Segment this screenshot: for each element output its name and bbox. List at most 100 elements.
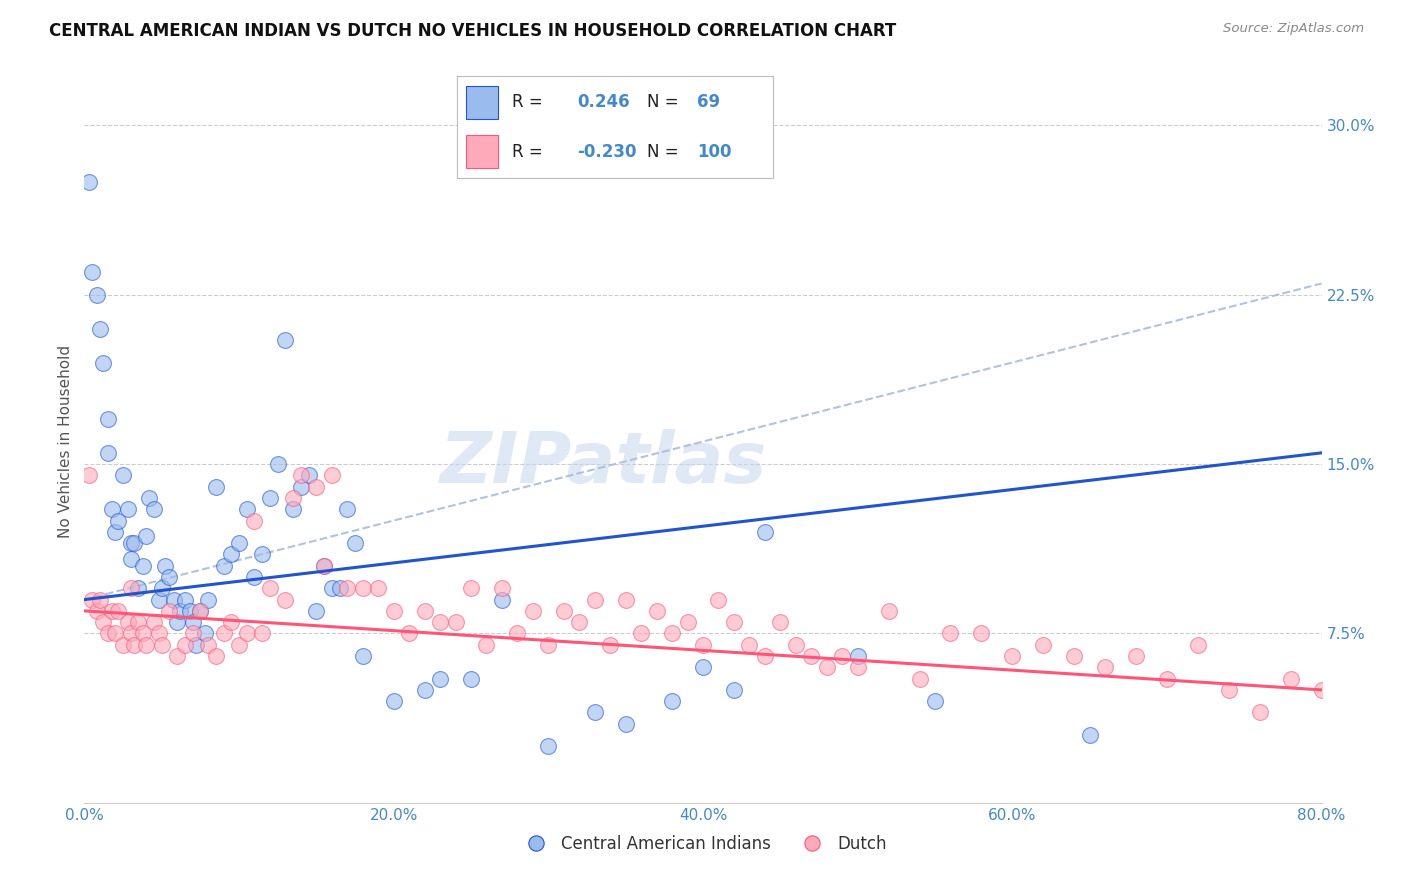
Point bbox=[169, 604, 191, 618]
Point bbox=[235, 502, 259, 516]
Point bbox=[181, 615, 204, 630]
Point bbox=[491, 592, 513, 607]
FancyBboxPatch shape bbox=[467, 136, 498, 168]
Point bbox=[429, 615, 451, 630]
Point bbox=[117, 615, 139, 630]
Point bbox=[1372, 728, 1395, 742]
Point bbox=[1001, 648, 1024, 663]
Point bbox=[723, 615, 745, 630]
Point bbox=[329, 582, 352, 596]
Point bbox=[120, 552, 142, 566]
Point bbox=[568, 615, 591, 630]
Point bbox=[82, 592, 104, 607]
Point bbox=[661, 694, 683, 708]
Point bbox=[89, 592, 111, 607]
Text: CENTRAL AMERICAN INDIAN VS DUTCH NO VEHICLES IN HOUSEHOLD CORRELATION CHART: CENTRAL AMERICAN INDIAN VS DUTCH NO VEHI… bbox=[49, 22, 897, 40]
Point bbox=[150, 582, 173, 596]
Point bbox=[221, 548, 243, 562]
Point bbox=[112, 638, 135, 652]
Y-axis label: No Vehicles in Household: No Vehicles in Household bbox=[58, 345, 73, 538]
Point bbox=[259, 491, 281, 505]
Point bbox=[86, 604, 108, 618]
Point bbox=[1310, 682, 1333, 697]
Point bbox=[1249, 706, 1271, 720]
Point bbox=[661, 626, 683, 640]
Point bbox=[166, 615, 188, 630]
Point bbox=[1094, 660, 1116, 674]
Point bbox=[583, 706, 606, 720]
Point bbox=[107, 604, 129, 618]
Point bbox=[522, 604, 544, 618]
Point bbox=[1341, 694, 1364, 708]
Text: -0.230: -0.230 bbox=[578, 143, 637, 161]
Point bbox=[127, 582, 149, 596]
Point bbox=[96, 412, 118, 426]
Point bbox=[89, 321, 111, 335]
Point bbox=[460, 582, 482, 596]
Point bbox=[321, 468, 343, 483]
Point bbox=[314, 558, 336, 573]
Point bbox=[290, 468, 312, 483]
Text: ZIPatlas: ZIPatlas bbox=[440, 429, 768, 498]
Point bbox=[159, 570, 180, 584]
Point bbox=[138, 491, 160, 505]
Text: N =: N = bbox=[647, 94, 678, 112]
Point bbox=[197, 592, 219, 607]
Point bbox=[104, 524, 127, 539]
Point bbox=[614, 716, 637, 731]
Point bbox=[506, 626, 529, 640]
Point bbox=[769, 615, 792, 630]
Text: 0.246: 0.246 bbox=[578, 94, 630, 112]
Point bbox=[460, 672, 482, 686]
Point bbox=[120, 582, 142, 596]
Point bbox=[122, 536, 145, 550]
Legend: Central American Indians, Dutch: Central American Indians, Dutch bbox=[512, 828, 894, 860]
Point bbox=[1156, 672, 1178, 686]
Point bbox=[205, 648, 228, 663]
Point bbox=[107, 514, 129, 528]
Point bbox=[228, 638, 250, 652]
Point bbox=[599, 638, 621, 652]
Point bbox=[1125, 648, 1147, 663]
FancyBboxPatch shape bbox=[467, 87, 498, 119]
Point bbox=[444, 615, 467, 630]
Point bbox=[846, 660, 869, 674]
Point bbox=[382, 694, 405, 708]
Text: Source: ZipAtlas.com: Source: ZipAtlas.com bbox=[1223, 22, 1364, 36]
Point bbox=[197, 638, 219, 652]
Point bbox=[382, 604, 405, 618]
Point bbox=[831, 648, 853, 663]
Point bbox=[537, 739, 560, 754]
Point bbox=[122, 638, 145, 652]
Point bbox=[877, 604, 900, 618]
Point bbox=[645, 604, 668, 618]
Point bbox=[785, 638, 807, 652]
Point bbox=[692, 638, 714, 652]
Point bbox=[86, 287, 108, 301]
Point bbox=[104, 626, 127, 640]
Point bbox=[243, 514, 266, 528]
Point bbox=[846, 648, 869, 663]
Point bbox=[250, 626, 273, 640]
Point bbox=[692, 660, 714, 674]
Point bbox=[815, 660, 838, 674]
Text: 69: 69 bbox=[697, 94, 720, 112]
Point bbox=[1218, 682, 1240, 697]
Point bbox=[298, 468, 321, 483]
Point bbox=[120, 626, 142, 640]
Point bbox=[491, 582, 513, 596]
Point bbox=[614, 592, 637, 607]
Point bbox=[250, 548, 273, 562]
Point bbox=[413, 682, 436, 697]
Point bbox=[221, 615, 243, 630]
Point bbox=[96, 446, 118, 460]
Text: R =: R = bbox=[512, 94, 543, 112]
Point bbox=[181, 626, 204, 640]
Point bbox=[77, 468, 100, 483]
Point bbox=[1032, 638, 1054, 652]
Point bbox=[179, 604, 201, 618]
Point bbox=[800, 648, 823, 663]
Point bbox=[235, 626, 259, 640]
Point bbox=[184, 638, 207, 652]
Point bbox=[194, 626, 217, 640]
